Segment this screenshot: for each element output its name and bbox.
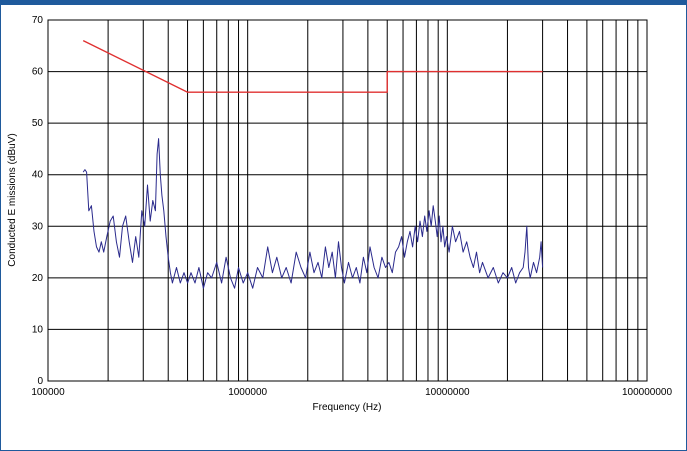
x-tick-label: 1000000: [228, 387, 267, 398]
y-tick-label: 20: [32, 273, 44, 284]
grid-lines: [48, 20, 647, 381]
y-tick-label: 0: [37, 376, 43, 387]
x-tick-label: 10000000: [425, 387, 470, 398]
y-tick-labels: 0 10 20 30 40 50 60 70: [32, 15, 44, 387]
y-tick-label: 70: [32, 15, 44, 26]
y-tick-label: 60: [32, 67, 44, 78]
x-tick-label: 100000: [31, 387, 65, 398]
x-axis-label: Frequency (Hz): [313, 402, 382, 413]
y-tick-label: 10: [32, 324, 44, 335]
x-tick-labels: 100000 1000000 10000000 100000000: [31, 387, 672, 398]
y-axis-label: Conducted E missions (dBuV): [7, 133, 18, 266]
x-tick-label: 100000000: [622, 387, 672, 398]
emissions-line: [82, 138, 544, 289]
y-tick-label: 40: [32, 170, 44, 181]
y-tick-label: 50: [32, 118, 44, 129]
limit-line: [82, 39, 543, 93]
plot-area: [47, 19, 648, 382]
y-tick-label: 30: [32, 221, 44, 232]
series-layer: [82, 39, 544, 289]
